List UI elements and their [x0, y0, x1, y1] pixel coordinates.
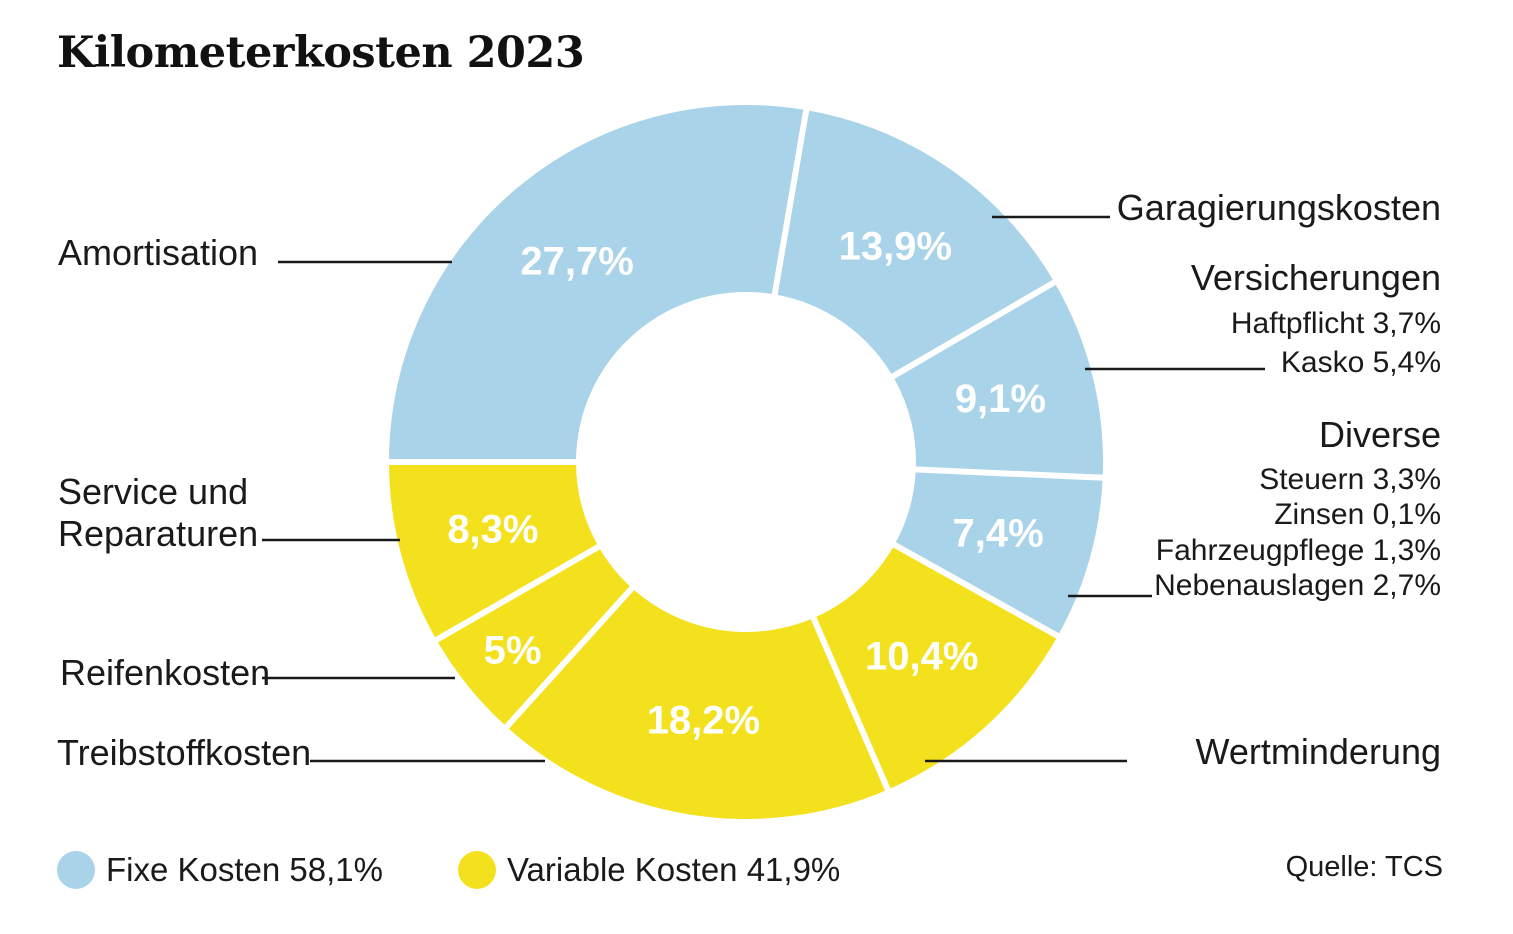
segment-divider — [887, 277, 1060, 381]
donut-segment-wertminderung — [813, 544, 1058, 790]
label-steuern: Steuern 3,3% — [1259, 463, 1441, 496]
segment-divider — [431, 542, 604, 645]
legend-label-variable: Variable Kosten 41,9% — [507, 851, 841, 888]
label-diverse: Diverse — [1318, 414, 1441, 455]
donut-segment-treibstoffkosten — [506, 588, 888, 819]
donut-segment-reifenkosten — [436, 546, 632, 727]
label-kasko: Kasko 5,4% — [1280, 346, 1441, 379]
legend-swatch-fixed-icon — [57, 851, 95, 889]
label-fahrzeugpflege: Fahrzeugpflege 1,3% — [1155, 534, 1441, 567]
donut-segment-diverse — [894, 469, 1103, 636]
segment-divider — [809, 613, 893, 795]
segment-divider — [501, 583, 637, 732]
legend-label-fixed: Fixe Kosten 58,1% — [106, 851, 383, 888]
percent-label-wertminderung: 10,4% — [865, 634, 978, 678]
percent-label-treibstoffkosten: 18,2% — [647, 699, 760, 743]
percent-label-reifenkosten: 5% — [484, 628, 542, 672]
label-zinsen: Zinsen 0,1% — [1274, 498, 1441, 531]
label-treibstoffkosten: Treibstoffkosten — [57, 732, 312, 773]
legend-swatch-variable-icon — [458, 851, 496, 889]
label-service-und-reparaturen: Service und Reparaturen — [58, 471, 259, 554]
chart-title: Kilometerkosten 2023 — [57, 28, 585, 78]
label-nebenauslagen: Nebenauslagen 2,7% — [1154, 569, 1441, 602]
segment-divider — [771, 105, 810, 299]
label-haftpflicht: Haftpflicht 3,7% — [1230, 307, 1441, 340]
legend-item-variable: Variable Kosten 41,9% — [458, 851, 840, 889]
legend-item-fixed: Fixe Kosten 58,1% — [57, 851, 383, 889]
donut-segment-amortisation — [389, 104, 807, 463]
source-label: Quelle: TCS — [1285, 851, 1443, 883]
segment-divider — [911, 466, 1107, 481]
percent-label-garagierungskosten: 13,9% — [839, 225, 952, 269]
label-garagierungskosten: Garagierungskosten — [1116, 187, 1441, 228]
donut-segment-garagierungskosten — [774, 110, 1055, 377]
percent-label-versicherungen: 9,1% — [955, 377, 1046, 421]
percent-label-amortisation: 27,7% — [520, 240, 633, 284]
segment-divider — [889, 540, 1063, 641]
donut-segment-versicherungen — [892, 282, 1104, 478]
label-wertminderung: Wertminderung — [1195, 731, 1441, 772]
label-amortisation: Amortisation — [58, 232, 259, 273]
percent-label-diverse: 7,4% — [953, 512, 1044, 556]
label-versicherungen: Versicherungen — [1190, 257, 1441, 298]
label-reifenkosten: Reifenkosten — [60, 652, 271, 693]
donut-segment-service-und-reparaturen — [389, 462, 599, 640]
percent-label-service-und-reparaturen: 8,3% — [447, 508, 538, 552]
